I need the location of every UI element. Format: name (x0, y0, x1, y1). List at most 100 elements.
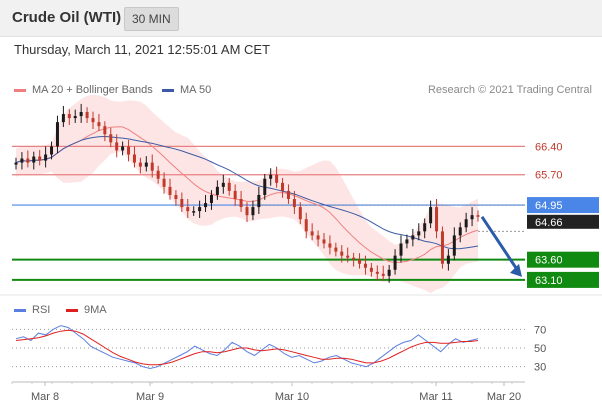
ma50-label: MA 50 (180, 84, 212, 96)
candle-body (144, 162, 148, 167)
ma20-label: MA 20 + Bollinger Bands (32, 84, 153, 96)
candle-body (369, 267, 373, 272)
candle-body (423, 223, 427, 232)
candle-body (298, 207, 302, 220)
candle-body (275, 174, 279, 183)
candle-body (269, 174, 273, 179)
candle-body (470, 215, 474, 220)
x-tick-label: Mar 11 (419, 391, 452, 403)
candle-body (304, 219, 308, 232)
candle-body (138, 162, 142, 167)
candle-body (121, 146, 125, 151)
candle-body (186, 207, 190, 212)
candle-body (316, 235, 320, 240)
candle-body (20, 158, 24, 163)
candle-body (44, 154, 48, 161)
rsi-series-9ma (15, 329, 479, 366)
candle-body (245, 207, 249, 216)
candle-body (26, 158, 30, 163)
candle-body (417, 231, 421, 236)
candle-body (109, 134, 113, 143)
chart-header: Crude Oil (WTI) 30 MIN (0, 0, 602, 37)
research-credit: Research © 2021 Trading Central (427, 84, 592, 96)
bollinger-band (16, 94, 478, 294)
candle-body (387, 269, 391, 276)
candle-body (115, 142, 119, 151)
candle-body (103, 126, 107, 135)
candle-body (180, 199, 184, 208)
candle-body (352, 257, 356, 260)
candle-body (399, 243, 403, 256)
legend-rsi: RSI (14, 304, 50, 316)
level-label-64.95: 64.95 (535, 200, 563, 212)
candle-body (132, 154, 136, 163)
candle-body (435, 207, 439, 232)
x-tick-label: Mar 20 (487, 391, 521, 403)
level-label-66.40: 66.40 (535, 141, 563, 153)
candle-body (322, 239, 326, 244)
candle-body (310, 231, 314, 236)
legend-ma20: MA 20 + Bollinger Bands (14, 84, 153, 96)
candle-body (292, 199, 296, 208)
candle-body (452, 235, 456, 256)
candle-body (476, 215, 480, 217)
candle-body (251, 207, 255, 216)
candle-body (32, 156, 36, 163)
candle-body (127, 146, 131, 155)
candle-body (340, 251, 344, 256)
candle-body (358, 259, 362, 264)
candle-body (209, 194, 213, 204)
candle-body (375, 271, 379, 274)
candle-body (61, 114, 65, 123)
level-tag-63.60 (527, 251, 599, 268)
candle-body (55, 122, 59, 147)
rsi-tick-30: 30 (534, 362, 546, 374)
candle-body (239, 199, 243, 208)
projection-arrow-head (510, 263, 522, 277)
candle-body (198, 207, 202, 212)
legend-9ma: 9MA (66, 304, 107, 316)
candle-body (286, 190, 290, 199)
candle-body (393, 255, 397, 270)
candle-body (429, 207, 433, 224)
candle-body (168, 186, 172, 195)
candle-body (263, 178, 267, 195)
candle-body (85, 112, 89, 119)
candle-body (257, 194, 261, 208)
candle-body (381, 273, 385, 276)
ma9-label: 9MA (84, 304, 107, 316)
candle-body (281, 182, 285, 191)
candle-body (14, 162, 18, 165)
x-tick-label: Mar 8 (31, 391, 59, 403)
candle-body (440, 231, 444, 264)
timestamp: Thursday, March 11, 2021 12:55:01 AM CET (14, 42, 271, 57)
candle-body (221, 182, 225, 187)
candle-body (91, 118, 95, 123)
level-label-65.70: 65.70 (535, 170, 563, 182)
legend-ma50: MA 50 (162, 84, 211, 96)
candle-body (227, 182, 231, 191)
candle-body (464, 219, 468, 228)
candle-body (446, 255, 450, 264)
instrument-title: Crude Oil (WTI) (12, 9, 122, 26)
candle-body (38, 156, 42, 161)
rsi-tick-50: 50 (534, 343, 546, 355)
level-label-63.10: 63.10 (535, 275, 563, 287)
level-tag-63.10 (527, 271, 599, 288)
candle-body (150, 162, 154, 171)
candle-body (192, 211, 196, 213)
candle-body (458, 227, 462, 236)
ma9-swatch (66, 308, 78, 312)
candle-body (156, 170, 160, 179)
x-tick-label: Mar 9 (136, 391, 164, 403)
candle-body (215, 186, 219, 195)
candle-body (411, 235, 415, 240)
candle-body (363, 263, 367, 268)
timeframe-badge[interactable]: 30 MIN (124, 7, 179, 31)
rsi-swatch (14, 308, 26, 312)
rsi-tick-70: 70 (534, 324, 546, 336)
candle-body (162, 178, 166, 187)
ma50-swatch (162, 88, 174, 92)
candle-body (328, 243, 332, 248)
